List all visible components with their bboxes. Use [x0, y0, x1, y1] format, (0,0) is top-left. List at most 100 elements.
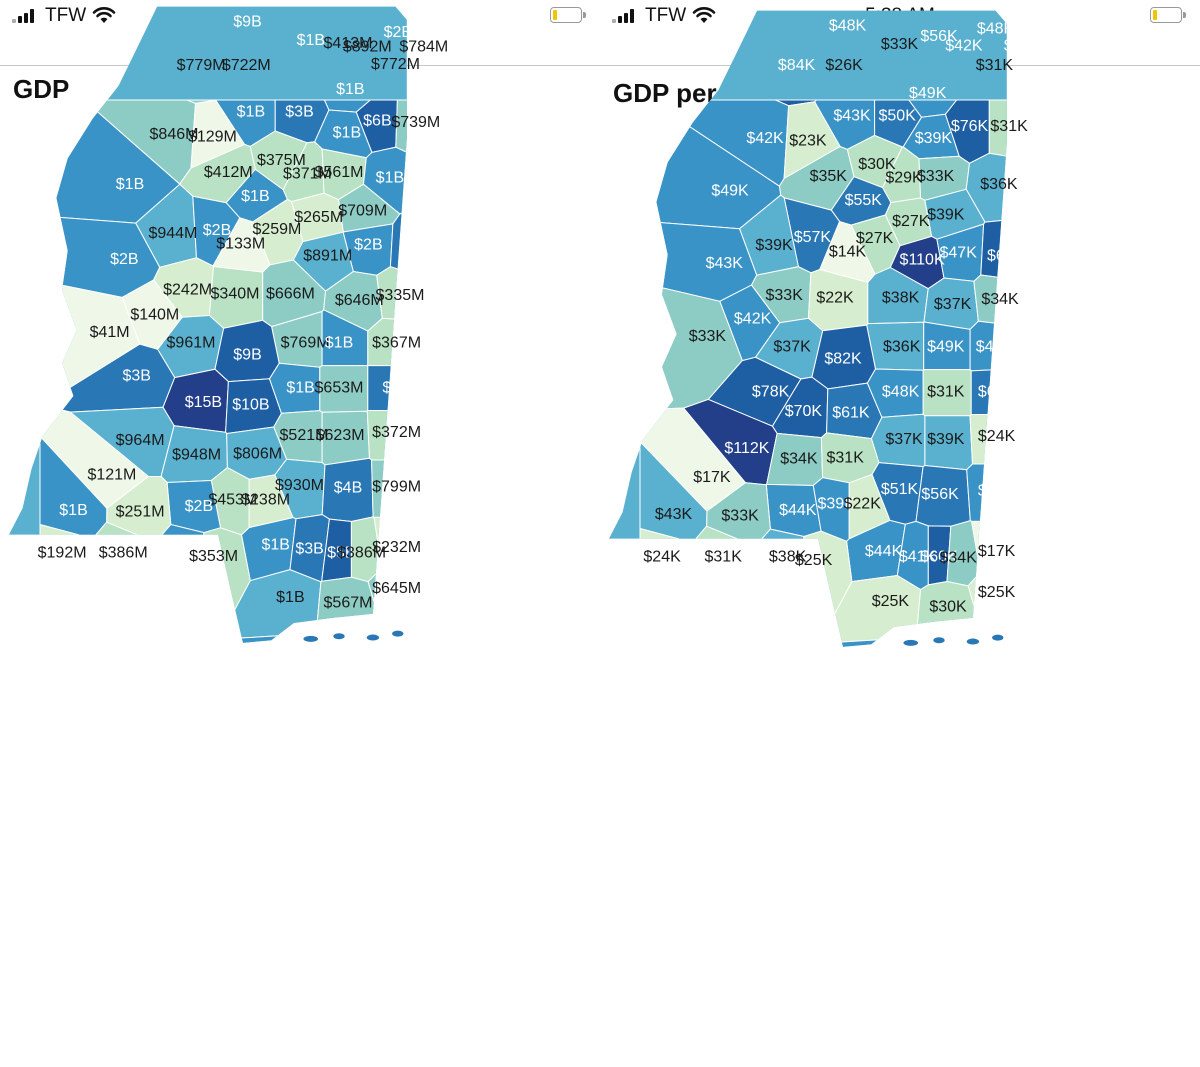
county-value-label: $1B: [325, 334, 353, 351]
county-value-label: $353M: [189, 548, 238, 565]
county-value-label: $41M: [90, 324, 130, 341]
county-shape[interactable]: [639, 527, 694, 888]
county-value-label: $238M: [241, 492, 290, 509]
county-value-label: $37K: [773, 338, 811, 355]
county-value-label: $48K: [882, 383, 920, 400]
county-value-label: $17K: [978, 543, 1016, 560]
county-value-label: $84K: [778, 57, 816, 74]
county-value-label: $891M: [303, 247, 352, 264]
county-value-label: $846M: [150, 126, 199, 143]
county-value-label: $41K: [978, 482, 1016, 499]
county-shape[interactable]: [980, 201, 1200, 305]
county-value-label: $50K: [879, 107, 917, 124]
county-value-label: $1B: [116, 176, 144, 193]
county-value-label: $265M: [294, 209, 343, 226]
county-value-label: $39K: [755, 237, 793, 254]
county-value-label: $412M: [204, 164, 253, 181]
county-shape[interactable]: [967, 622, 1200, 1060]
county-value-label: $645M: [372, 580, 421, 597]
county-value-label: $26K: [825, 57, 863, 74]
county-value-label: $6B: [363, 113, 391, 130]
county-value-label: $1B: [241, 188, 269, 205]
cellular-signal-icon: [12, 9, 40, 23]
county-value-label: $33K: [689, 328, 727, 345]
county-value-label: $892M: [343, 39, 392, 56]
carrier-name: TFW: [645, 5, 687, 26]
barrier-island: [933, 637, 945, 644]
county-value-label: $39K: [818, 496, 856, 513]
county-shape[interactable]: [561, 100, 600, 104]
county-value-label: $251M: [116, 503, 165, 520]
county-value-label: $39K: [927, 431, 965, 448]
county-shape[interactable]: [969, 414, 1200, 465]
county-value-label: $3B: [295, 540, 323, 557]
county-value-label: $78K: [752, 383, 790, 400]
county-value-label: $48K: [977, 20, 1015, 37]
battery-icon: [1150, 7, 1186, 23]
county-shape[interactable]: [367, 567, 600, 620]
county-value-label: $375M: [257, 152, 306, 169]
county-value-label: $22K: [844, 496, 882, 513]
county-value-label: $36K: [980, 176, 1018, 193]
county-value-label: $961M: [167, 334, 216, 351]
county-value-label: $110K: [900, 251, 945, 268]
county-value-label: $31K: [990, 118, 1028, 135]
county-value-label: $57K: [794, 229, 832, 246]
county-value-label: $37K: [934, 296, 972, 313]
county-value-label: $61K: [832, 404, 870, 421]
county-value-label: $55K: [845, 192, 883, 209]
county-value-label: $76K: [951, 118, 989, 135]
county-value-label: $44K: [865, 543, 903, 560]
county-value-label: $49K: [927, 338, 965, 355]
county-value-label: $3B: [285, 103, 313, 120]
county-value-label: $31K: [976, 57, 1014, 74]
battery-icon: [550, 7, 586, 23]
barrier-island: [992, 634, 1004, 641]
county-value-label: $31K: [927, 383, 965, 400]
county-value-label: $14K: [829, 243, 867, 260]
county-value-label: $23K: [789, 133, 827, 150]
county-value-label: $1B: [376, 169, 404, 186]
county-value-label: $38K: [769, 548, 807, 565]
county-shape[interactable]: [639, 637, 1033, 1060]
county-shape[interactable]: [376, 266, 600, 335]
county-shape[interactable]: [973, 274, 1200, 349]
county-value-label: $42K: [746, 130, 784, 147]
county-shape[interactable]: [39, 523, 94, 884]
county-value-label: $1B: [336, 81, 364, 98]
county-value-label: $1B: [297, 32, 325, 49]
county-shape[interactable]: [988, 99, 1200, 191]
county-value-label: $66K: [978, 645, 1016, 662]
county-value-label: $646M: [335, 292, 384, 309]
gdp-per-capita-map-screenshot: TFW 5:38 AM app.datawrapper.de GDP per c…: [600, 0, 1200, 1067]
county-value-label: $709M: [338, 202, 387, 219]
county-value-label: $964M: [116, 432, 165, 449]
county-value-label: $30K: [929, 598, 967, 615]
county-value-label: $799M: [372, 478, 421, 495]
county-value-label: $68K: [987, 247, 1025, 264]
county-value-label: $70K: [785, 403, 823, 420]
county-value-label: $60K: [920, 548, 958, 565]
county-shape[interactable]: [967, 571, 1200, 624]
county-value-label: $4B: [334, 480, 362, 497]
county-value-label: $623M: [316, 427, 365, 444]
barrier-island: [303, 635, 319, 642]
county-shape[interactable]: [367, 618, 601, 1060]
county-shape[interactable]: [389, 185, 600, 333]
county-value-label: $12B: [324, 643, 361, 660]
county-choropleth-map: $48K$33K $56K$42K$48K$42K$84K $26K $31K$49K…: [609, 10, 1200, 1060]
county-value-label: $2B: [185, 498, 213, 515]
carrier-name: TFW: [45, 5, 87, 26]
county-value-label: $31K: [827, 449, 865, 466]
county-value-label: $521M: [280, 427, 329, 444]
county-shape[interactable]: [1096, 100, 1200, 118]
barrier-island: [903, 639, 919, 646]
county-value-label: $1B: [173, 544, 201, 561]
county-value-label: $129M: [188, 129, 237, 146]
county-shape[interactable]: [367, 317, 600, 367]
county-value-label: $22K: [816, 290, 854, 307]
county-value-label: $42K: [1004, 37, 1042, 54]
county-shape[interactable]: [39, 633, 434, 1060]
county-value-label: $43K: [706, 255, 744, 272]
county-value-label: $49K: [711, 183, 749, 200]
